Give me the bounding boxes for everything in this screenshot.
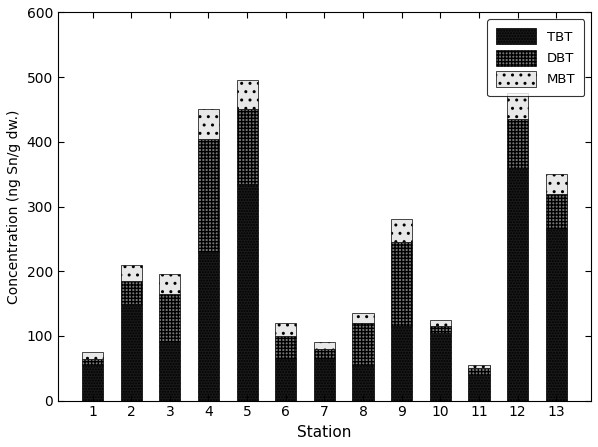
Bar <box>352 313 374 323</box>
Bar <box>545 194 567 229</box>
Bar <box>236 110 258 184</box>
Bar <box>121 281 142 304</box>
Bar <box>507 119 528 168</box>
Bar <box>507 93 528 119</box>
Bar <box>430 333 451 401</box>
Bar <box>198 139 219 252</box>
Bar <box>198 110 219 139</box>
Bar <box>159 342 181 401</box>
Bar <box>159 274 181 294</box>
Bar <box>314 358 335 401</box>
Bar <box>82 352 103 358</box>
Bar <box>275 323 297 336</box>
Bar <box>391 242 412 326</box>
Bar <box>545 229 567 401</box>
Bar <box>430 326 451 333</box>
Bar <box>275 358 297 401</box>
Legend: TBT, DBT, MBT: TBT, DBT, MBT <box>487 19 584 97</box>
Bar <box>159 294 181 342</box>
Bar <box>82 365 103 401</box>
Bar <box>468 365 490 368</box>
Bar <box>352 365 374 401</box>
Bar <box>314 342 335 349</box>
Bar <box>391 219 412 242</box>
Bar <box>391 326 412 401</box>
Bar <box>314 349 335 358</box>
Bar <box>121 265 142 281</box>
Bar <box>236 184 258 401</box>
Bar <box>507 168 528 401</box>
Bar <box>121 304 142 401</box>
Bar <box>236 80 258 110</box>
Bar <box>275 336 297 358</box>
Bar <box>82 358 103 365</box>
Bar <box>468 375 490 401</box>
Bar <box>352 323 374 365</box>
Y-axis label: Concentration (ng Sn/g dw.): Concentration (ng Sn/g dw.) <box>7 110 21 304</box>
Bar <box>198 252 219 401</box>
Bar <box>430 320 451 326</box>
Bar <box>545 174 567 194</box>
Bar <box>468 368 490 375</box>
X-axis label: Station: Station <box>297 425 352 440</box>
